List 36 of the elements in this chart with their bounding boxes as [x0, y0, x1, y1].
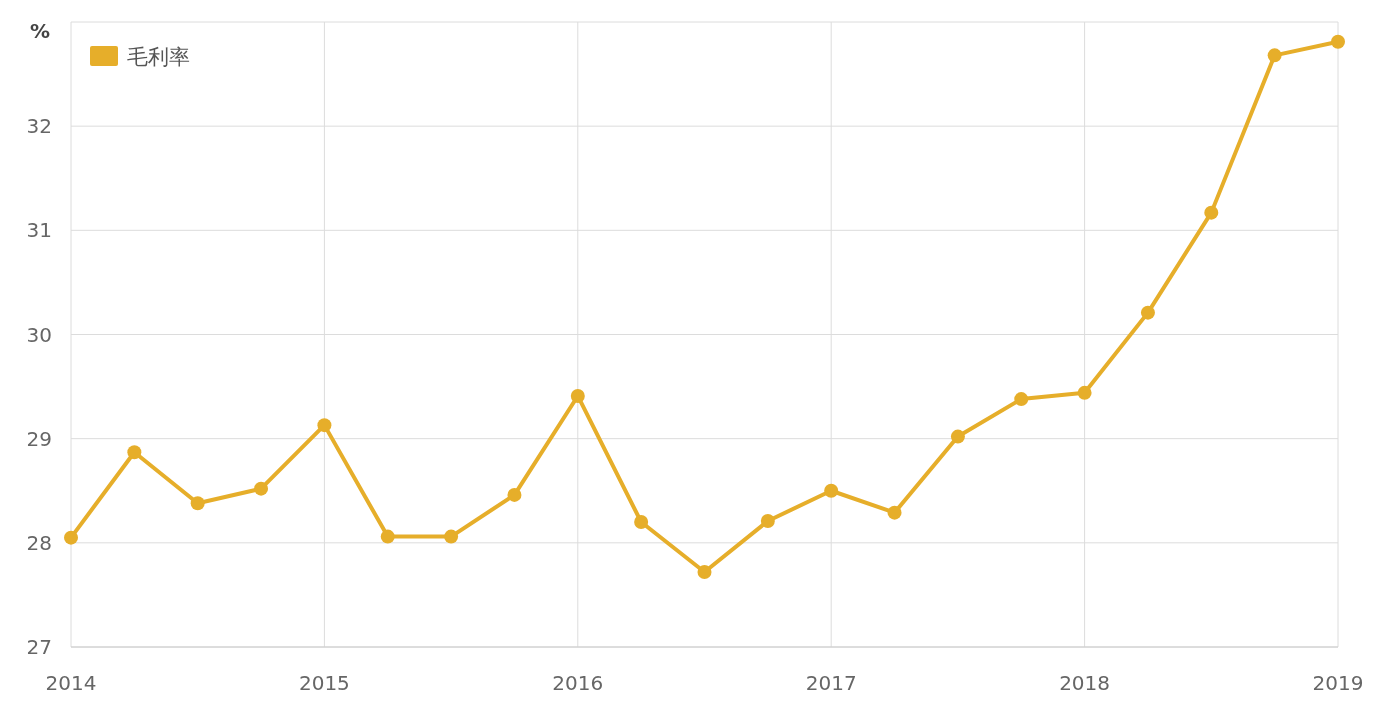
x-tick-label: 2017: [805, 671, 857, 695]
point: [1014, 392, 1029, 407]
point: [190, 496, 205, 511]
point: [444, 529, 459, 544]
x-tick-label: 2015: [298, 671, 350, 695]
x-tick-label: 2016: [552, 671, 604, 695]
point: [1204, 205, 1219, 220]
point: [317, 418, 332, 433]
point: [380, 529, 395, 544]
y-tick-label: 27: [26, 635, 52, 659]
point: [64, 530, 78, 545]
x-tick-label: 2018: [1059, 671, 1111, 695]
y-tick-label: 30: [26, 322, 52, 347]
point: [507, 487, 522, 502]
y-tick-label: 29: [26, 426, 52, 451]
point: [570, 388, 585, 403]
point: [1077, 385, 1092, 400]
legend-label: 毛利率: [127, 45, 190, 69]
point: [127, 445, 142, 460]
point: [760, 513, 775, 528]
x-tick-label: 2019: [1312, 671, 1364, 695]
point: [824, 483, 839, 498]
x-tick-label: 2014: [45, 671, 97, 695]
legend: 毛利率: [90, 45, 190, 69]
y-tick-label: 31: [26, 218, 52, 243]
y-tick-label: 32: [26, 114, 52, 139]
y-axis-title: %: [29, 19, 51, 43]
point: [1331, 34, 1345, 49]
point: [254, 481, 269, 496]
point: [1140, 305, 1155, 320]
y-tick-label: 28: [26, 530, 52, 555]
point: [1267, 48, 1282, 63]
point: [887, 505, 902, 520]
point: [634, 515, 649, 529]
point: [950, 429, 965, 444]
point: [697, 565, 712, 579]
